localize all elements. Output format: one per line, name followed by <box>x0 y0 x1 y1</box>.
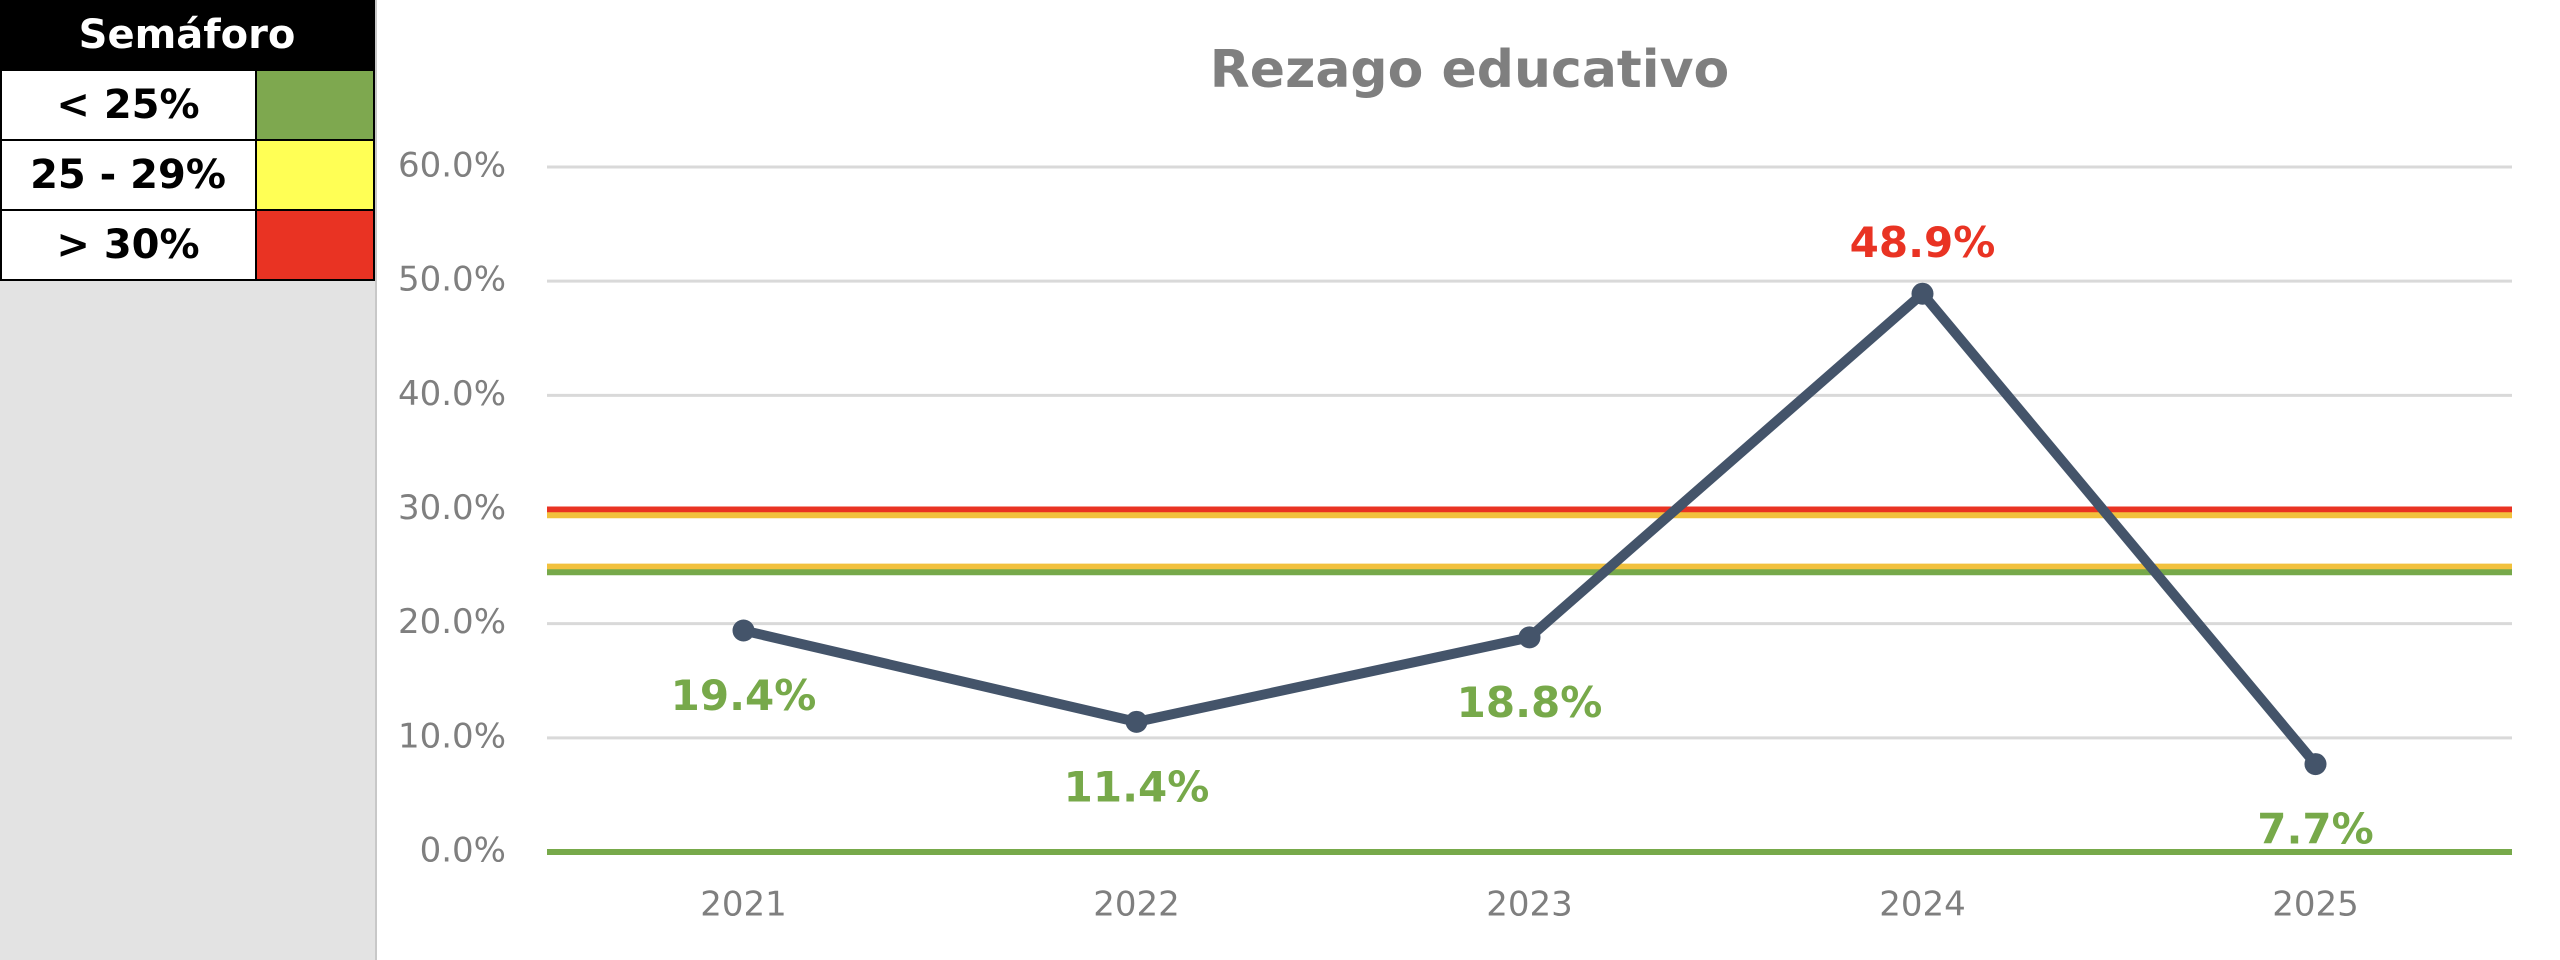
table-header <box>0 0 375 70</box>
y-tick-label: 40.0% <box>398 374 506 414</box>
data-label: 19.4% <box>671 671 817 720</box>
y-tick-label: 60.0% <box>398 146 506 186</box>
y-tick-label: 30.0% <box>398 488 506 528</box>
table-label: > 30% <box>56 222 199 268</box>
table-title: Semáforo <box>79 12 296 58</box>
y-tick-label: 20.0% <box>398 602 506 642</box>
table-cell <box>0 139 257 211</box>
y-tick-label: 50.0% <box>398 260 506 300</box>
data-point <box>1518 626 1541 649</box>
chart-title: Rezago educativo <box>1210 40 1729 100</box>
data-point <box>1911 282 1934 305</box>
color-swatch <box>255 139 375 211</box>
data-label: 11.4% <box>1064 762 1210 811</box>
data-label: 7.7% <box>2257 805 2373 854</box>
color-swatch <box>255 69 375 141</box>
data-point <box>1125 710 1148 733</box>
x-tick-label: 2022 <box>1093 885 1180 925</box>
table-label: 25 - 29% <box>30 152 226 198</box>
table-cell <box>0 209 257 281</box>
x-tick-label: 2023 <box>1486 885 1573 925</box>
x-tick-label: 2021 <box>700 885 787 925</box>
data-point <box>2304 753 2327 776</box>
x-tick-label: 2024 <box>1879 885 1966 925</box>
table-label: < 25% <box>56 82 199 128</box>
y-tick-label: 0.0% <box>420 831 506 871</box>
x-tick-label: 2025 <box>2272 885 2359 925</box>
data-label: 48.9% <box>1850 218 1996 267</box>
data-point <box>732 619 755 642</box>
color-swatch <box>255 209 375 281</box>
data-label: 18.8% <box>1457 678 1603 727</box>
y-tick-label: 10.0% <box>398 716 506 756</box>
